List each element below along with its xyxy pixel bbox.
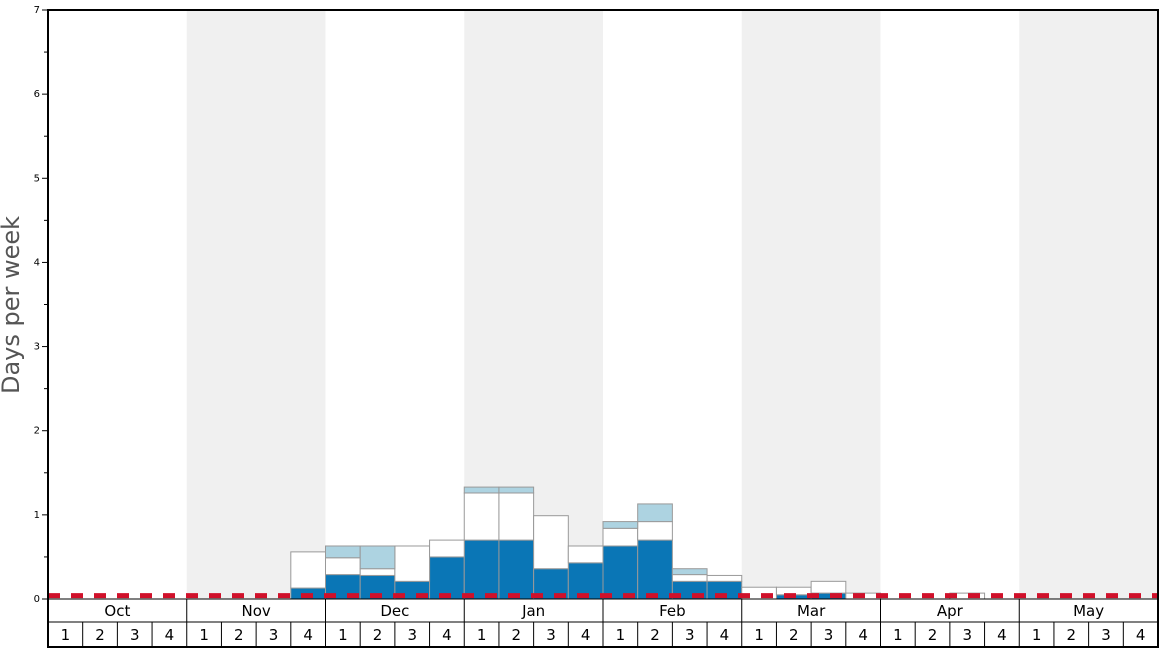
bar-segment [429, 539, 465, 558]
y-tick-label: 3 [34, 342, 40, 353]
week-label: 1 [338, 626, 348, 644]
y-tick-label: 4 [34, 257, 40, 268]
month-label: Jan [521, 602, 545, 620]
bar-segment [325, 557, 361, 576]
bar-segment [463, 492, 500, 541]
week-label: 2 [234, 626, 244, 644]
month-shade [1019, 10, 1158, 599]
y-axis-label: Days per week [0, 216, 25, 394]
month-shade [186, 10, 326, 599]
bar-segment [325, 545, 361, 559]
week-label: 3 [546, 626, 556, 644]
week-label: 3 [269, 626, 279, 644]
bar-segment [602, 521, 639, 529]
week-label: 4 [581, 626, 591, 644]
bar-segment [706, 574, 743, 582]
week-label: 4 [303, 626, 313, 644]
week-label: 2 [928, 626, 938, 644]
week-label: 4 [858, 626, 868, 644]
y-tick-label: 2 [34, 426, 40, 437]
week-label: 1 [199, 626, 209, 644]
month-label: Mar [797, 602, 826, 620]
y-tick-label: 5 [34, 173, 40, 184]
week-label: 3 [407, 626, 417, 644]
bar-segment [671, 574, 708, 582]
bar-segment [567, 545, 604, 564]
bar-segment [671, 568, 708, 576]
week-label: 4 [442, 626, 452, 644]
month-label: Nov [241, 602, 270, 620]
month-label: Dec [380, 602, 409, 620]
y-tick-label: 1 [34, 510, 40, 521]
bar-segment [498, 539, 535, 600]
bar-segment [359, 568, 396, 576]
bar-segment [810, 580, 847, 594]
week-label: 4 [165, 626, 175, 644]
y-tick-label: 7 [34, 5, 40, 16]
week-label: 1 [616, 626, 626, 644]
bar-segment [498, 492, 535, 541]
week-label: 4 [997, 626, 1007, 644]
bar-segment [429, 556, 465, 600]
bar-segment [637, 539, 673, 600]
week-label: 2 [789, 626, 799, 644]
month-label: Oct [104, 602, 130, 620]
bar-segment [637, 503, 673, 523]
bar-segment [533, 515, 569, 570]
week-label: 1 [61, 626, 71, 644]
week-label: 4 [1136, 626, 1146, 644]
bar-segment [394, 545, 431, 582]
week-label: 4 [720, 626, 730, 644]
bar-segment [637, 521, 673, 541]
bar-segment [602, 527, 639, 547]
week-label: 2 [650, 626, 660, 644]
month-label: Feb [659, 602, 686, 620]
week-label: 1 [754, 626, 764, 644]
week-label: 2 [373, 626, 383, 644]
bar-segment [290, 551, 326, 589]
week-label: 2 [1067, 626, 1077, 644]
week-label: 1 [1032, 626, 1042, 644]
month-shade [741, 10, 881, 599]
week-label: 3 [824, 626, 834, 644]
week-label: 3 [685, 626, 695, 644]
week-label: 3 [1101, 626, 1111, 644]
month-label: Apr [937, 602, 964, 620]
week-label: 1 [477, 626, 487, 644]
bar-segment [463, 539, 500, 600]
bar-segment [602, 545, 639, 600]
week-label: 3 [962, 626, 972, 644]
bar-segment [359, 545, 396, 570]
y-tick-label: 6 [34, 89, 40, 100]
bar-segment [498, 486, 535, 494]
week-label: 1 [893, 626, 903, 644]
week-label: 2 [95, 626, 105, 644]
y-tick-label: 0 [34, 594, 40, 605]
week-label: 2 [512, 626, 522, 644]
week-label: 3 [130, 626, 140, 644]
bar-segment [463, 486, 500, 494]
month-label: May [1073, 602, 1104, 620]
